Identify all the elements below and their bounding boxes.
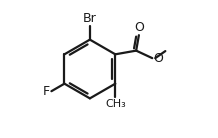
Text: CH₃: CH₃: [105, 99, 126, 109]
Text: O: O: [154, 52, 164, 65]
Text: F: F: [43, 85, 50, 98]
Text: O: O: [134, 21, 144, 34]
Text: Br: Br: [83, 12, 97, 25]
